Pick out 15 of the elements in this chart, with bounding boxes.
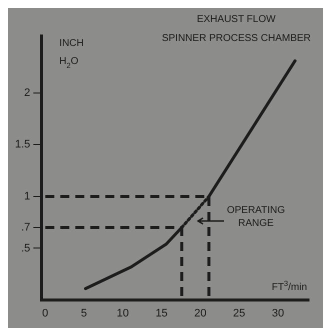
y-tick-label: 1 <box>24 190 30 202</box>
x-tick-label: 30 <box>272 308 284 320</box>
x-tick-label: 0 <box>42 308 48 320</box>
x-tick-label: 10 <box>116 308 129 320</box>
annotation: OPERATING RANGE <box>226 204 286 229</box>
x-tick-label: 25 <box>233 308 246 320</box>
y-tick-label: .5 <box>21 242 30 254</box>
chart-subtitle: SPINNER PROCESS CHAMBER <box>162 33 311 44</box>
x-tick-label: 20 <box>194 308 206 320</box>
x-tick-label: 15 <box>155 308 168 320</box>
y-tick-label: 2 <box>24 86 30 99</box>
y-tick-label: .7 <box>21 222 30 234</box>
x-tick-label: 5 <box>80 308 88 320</box>
chart-title: EXHAUST FLOW <box>196 14 276 25</box>
y-tick-label: 1.5 <box>14 138 30 151</box>
